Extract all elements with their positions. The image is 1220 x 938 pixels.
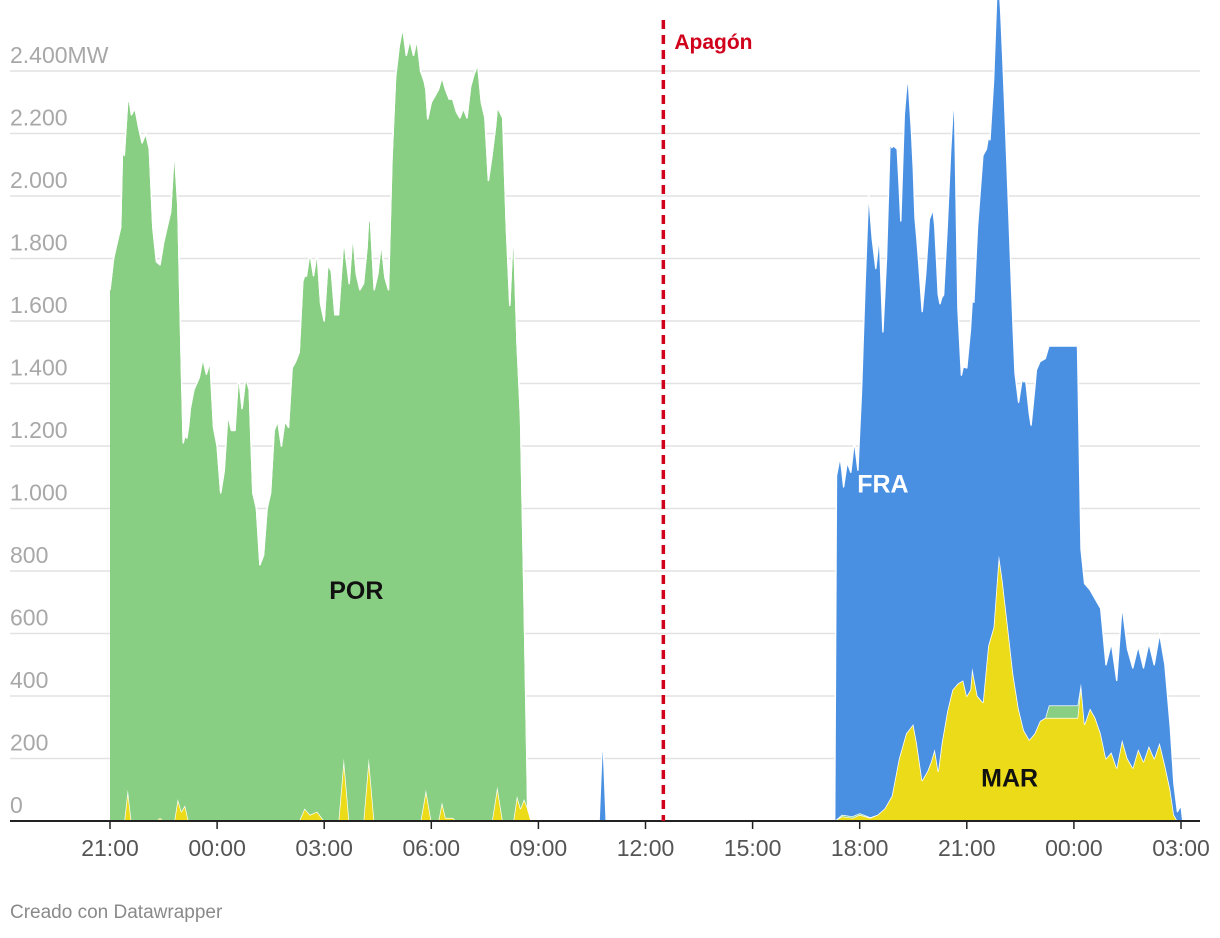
x-tick-label: 15:00 [724, 835, 782, 861]
y-tick-label: 800 [10, 542, 48, 568]
x-tick-label: 12:00 [617, 835, 675, 861]
x-tick-label: 00:00 [188, 835, 246, 861]
y-tick-label: 0 [10, 792, 23, 818]
y-tick-label: 2.400MW [10, 42, 109, 68]
series-label-por: POR [329, 577, 383, 605]
area-fra [110, 0, 1183, 821]
x-tick-label: 03:00 [295, 835, 353, 861]
x-tick-label: 18:00 [831, 835, 889, 861]
y-tick-label: 1.800 [10, 230, 68, 256]
y-tick-label: 200 [10, 730, 48, 756]
x-tick-label: 21:00 [938, 835, 996, 861]
event-label: Apagón [674, 31, 752, 54]
y-tick-label: 2.000 [10, 167, 68, 193]
y-tick-label: 1.600 [10, 292, 68, 318]
series-labels: MAR POR FRA [329, 471, 1038, 793]
y-tick-label: 600 [10, 605, 48, 631]
y-tick-label: 1.200 [10, 417, 68, 443]
y-tick-label: 1.400 [10, 355, 68, 381]
event-marker: Apagón [661, 20, 753, 821]
stacked-areas [109, 0, 1184, 822]
y-tick-label: 2.200 [10, 105, 68, 131]
area-edge-fra [109, 0, 1184, 822]
x-tick-label: 03:00 [1152, 835, 1210, 861]
x-tick-label: 06:00 [403, 835, 461, 861]
axes: 0 200 400 600 800 1.000 1.200 1.400 1.600 1.800 2.… [10, 42, 1210, 861]
area-mar [110, 555, 1183, 821]
footer-credit: Creado con Datawrapper [10, 902, 223, 923]
x-tick-label: 09:00 [510, 835, 568, 861]
y-tick-label: 1.000 [10, 480, 68, 506]
area-por [110, 27, 1183, 822]
y-tick-label: 400 [10, 667, 48, 693]
x-tick-label: 00:00 [1045, 835, 1103, 861]
series-label-fra: FRA [857, 471, 908, 499]
series-label-mar: MAR [981, 764, 1038, 792]
x-tick-label: 21:00 [81, 835, 139, 861]
